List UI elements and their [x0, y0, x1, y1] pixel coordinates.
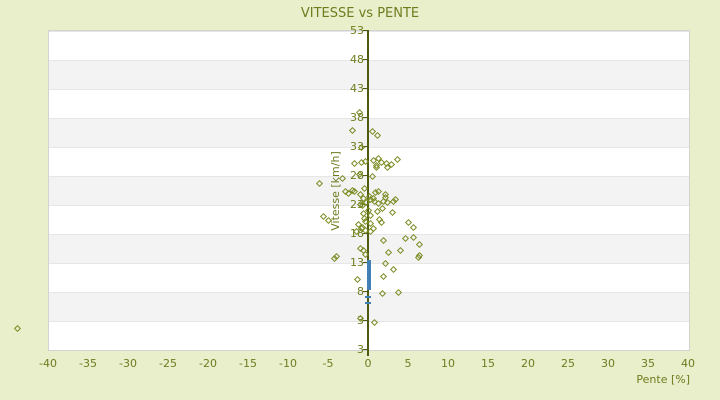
x-tick-label: 5 — [404, 357, 412, 370]
x-tick-label: 20 — [521, 357, 535, 370]
zero-slope-dash — [365, 302, 371, 305]
y-tick-mark — [363, 117, 368, 118]
plot-band — [49, 89, 689, 118]
zero-slope-dash — [365, 295, 371, 298]
plot-area — [48, 30, 690, 351]
plot-band — [49, 205, 689, 234]
x-tick-label: -40 — [39, 357, 57, 370]
y-tick-mark — [363, 262, 368, 263]
y-tick-mark — [363, 204, 368, 205]
stray-data-point — [13, 325, 21, 333]
x-tick-label: 35 — [641, 357, 655, 370]
plot-band — [49, 31, 689, 60]
plot-band — [49, 60, 689, 89]
x-tick-label: 40 — [681, 357, 695, 370]
y-tick-label: 53 — [350, 24, 364, 37]
y-tick-mark — [363, 146, 368, 147]
y-tick-label: 33 — [350, 140, 364, 153]
x-tick-label: -20 — [199, 357, 217, 370]
x-tick-label: 10 — [441, 357, 455, 370]
y-tick-label: 18 — [350, 227, 364, 240]
x-tick-label: 15 — [481, 357, 495, 370]
y-tick-label: 13 — [350, 256, 364, 269]
y-tick-mark — [363, 59, 368, 60]
y-tick-label: 8 — [357, 285, 364, 298]
x-tick-label: -15 — [239, 357, 257, 370]
x-tick-label: 0 — [364, 357, 372, 370]
zero-axis-line — [367, 30, 369, 356]
plot-band — [49, 234, 689, 263]
x-tick-label: -10 — [279, 357, 297, 370]
y-tick-mark — [363, 233, 368, 234]
y-tick-label: 3 — [357, 314, 364, 327]
y-tick-label: 38 — [350, 111, 364, 124]
x-axis-title: Pente [%] — [636, 373, 690, 386]
y-tick-mark — [363, 291, 368, 292]
y-tick-mark — [363, 88, 368, 89]
plot-band — [49, 321, 689, 350]
y-tick-label: 43 — [350, 82, 364, 95]
y-tick-label: 23 — [350, 198, 364, 211]
chart-title: VITESSE vs PENTE — [300, 6, 420, 21]
zero-slope-bar — [367, 259, 371, 290]
x-tick-label: -30 — [119, 357, 137, 370]
x-tick-label: 30 — [601, 357, 615, 370]
y-tick-mark — [363, 175, 368, 176]
plot-band — [49, 147, 689, 176]
y-tick-mark — [363, 320, 368, 321]
plot-band — [49, 118, 689, 147]
x-tick-label: -5 — [322, 357, 334, 370]
y-tick-mark — [363, 30, 368, 31]
x-tick-label: -35 — [79, 357, 97, 370]
y-tick-label: 28 — [350, 169, 364, 182]
plot-band — [49, 176, 689, 205]
x-tick-label: -25 — [159, 357, 177, 370]
y-tick-label: 3 — [357, 343, 364, 356]
y-tick-label: 48 — [350, 53, 364, 66]
y-tick-mark — [363, 349, 368, 350]
x-tick-label: 25 — [561, 357, 575, 370]
